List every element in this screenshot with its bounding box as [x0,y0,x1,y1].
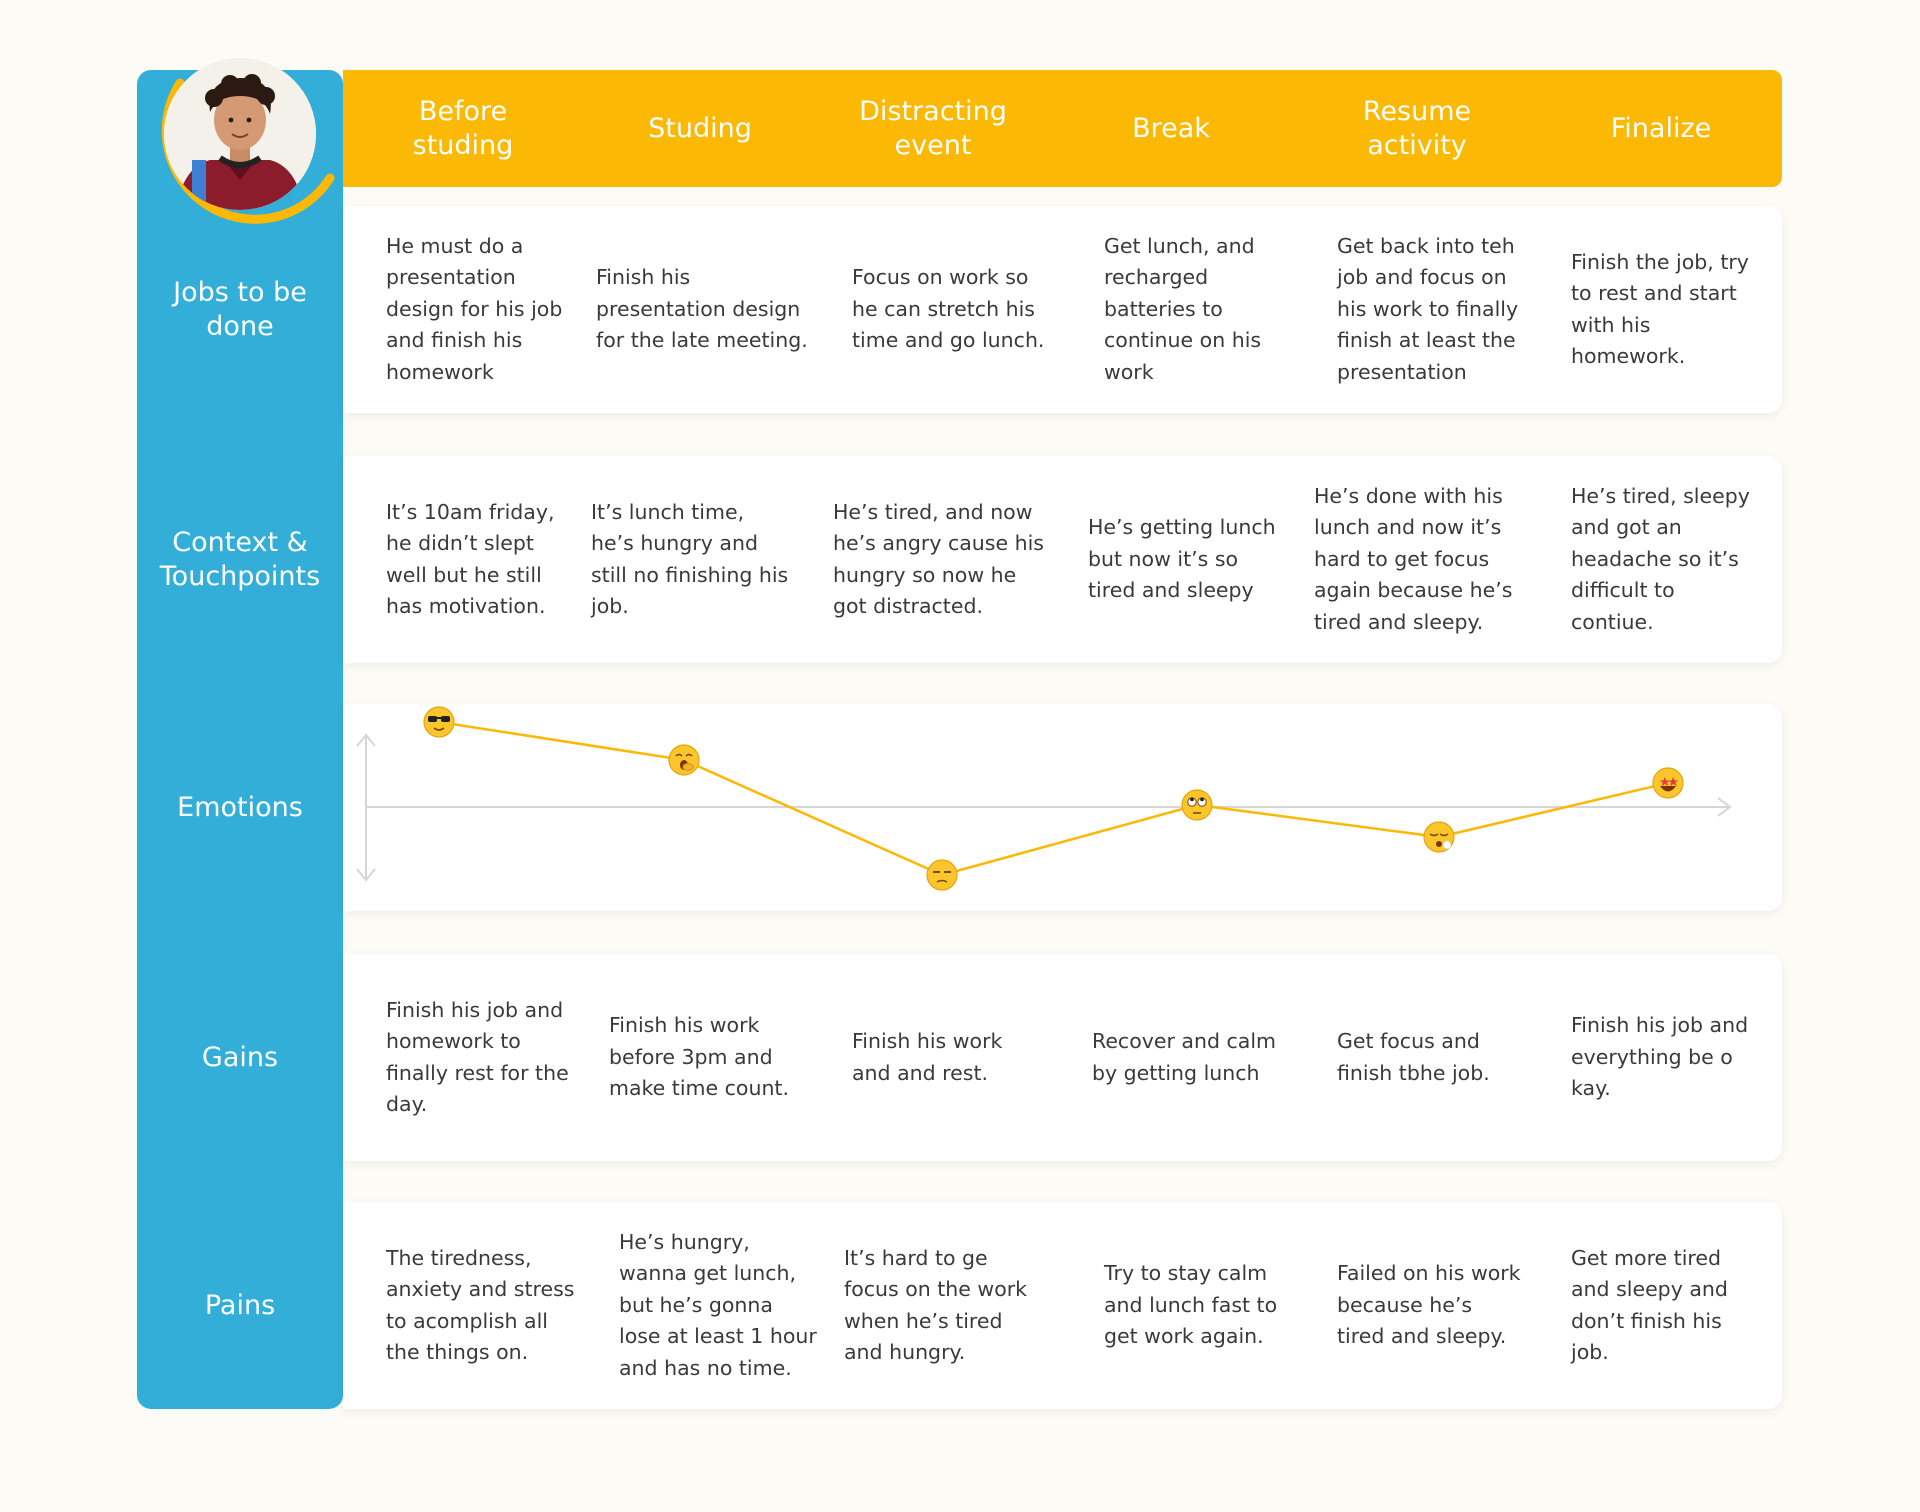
gains-cell: Get focus and finish tbhe job. [1337,1029,1490,1085]
emotion-point-dizzy-icon [1423,821,1455,853]
jobs-cell: Get lunch, and recharged batteries to co… [1104,233,1262,384]
avatar [140,48,340,248]
emotion-point-yawning-icon [668,744,700,776]
context-cell: He’s done with his lunch and now it’s ha… [1314,483,1513,634]
emotions-chart [356,706,1732,891]
emotions-series-line [438,720,1669,877]
row-label-sidebar [137,70,343,1409]
gains-cell: Finish his job and homework to finally r… [386,997,569,1117]
jobs-cell: Finish his presentation design for the l… [596,265,808,353]
emotion-point-star-struck-icon [1652,767,1684,799]
stage-resume-activity: Resume activity [1362,95,1472,161]
y-arrow-down [356,868,376,882]
row-label-pains: Pains [204,1289,276,1321]
jobs-cell: He must do a presentation design for his… [386,233,563,384]
jobs-cell: Focus on work so he can stretch his time… [852,265,1045,353]
pains-cell: Try to stay calm and lunch fast to get w… [1104,1261,1278,1349]
y-arrow-up [356,733,376,747]
stage-studing: Studing [648,112,752,144]
emotion-point-unamused-icon [926,859,958,891]
jobs-cell: Get back into teh job and focus on his w… [1337,233,1519,384]
gains-cell: Finish his work and and rest. [852,1029,1003,1085]
row-label-emotions: Emotions [177,791,303,823]
gains-cell: Finish his work before 3pm and make time… [609,1013,789,1101]
emotion-point-cool-icon [423,706,455,738]
gains-cell: Recover and calm by getting lunch [1092,1029,1277,1085]
row-label-gains: Gains [201,1041,279,1073]
context-card [343,456,1782,663]
pains-cell: Get more tired and sleepy and don’t fini… [1571,1245,1728,1365]
pains-cell: The tiredness, anxiety and stress to aco… [386,1245,575,1365]
stage-finalize: Finalize [1610,112,1712,144]
pains-card [343,1202,1782,1409]
emotion-point-eye-roll-icon [1181,789,1213,821]
context-cell: It’s 10am friday, he didn’t slept well b… [386,499,555,619]
pains-cell: It’s hard to ge focus on the work when h… [844,1245,1028,1365]
stage-break: Break [1132,112,1210,144]
stage-distracting-event: Distracting event [859,95,1007,161]
context-cell: He’s getting lunch but now it’s so tired… [1088,515,1276,603]
gains-cell: Finish his job and everything be o kay. [1571,1013,1749,1101]
context-cell: He’s tired, and now he’s angry cause his… [833,499,1044,619]
row-label-jobs: Jobs to be done [173,276,307,342]
stages-header [343,70,1782,187]
jobs-card [343,206,1782,413]
context-cell: He’s tired, sleepy and got an headache s… [1571,483,1750,634]
x-arrow-head [1717,797,1732,817]
pains-cell: Failed on his work because he’s tired an… [1337,1261,1521,1349]
stage-before-studing: Before studing [412,95,514,161]
row-label-context: Context & Touchpoints [159,526,321,592]
jobs-cell: Finish the job, try to rest and start wi… [1571,249,1749,369]
gains-card [343,954,1782,1161]
context-cell: It’s lunch time, he’s hungry and still n… [591,499,789,619]
pains-cell: He’s hungry, wanna get lunch, but he’s g… [619,1229,817,1380]
